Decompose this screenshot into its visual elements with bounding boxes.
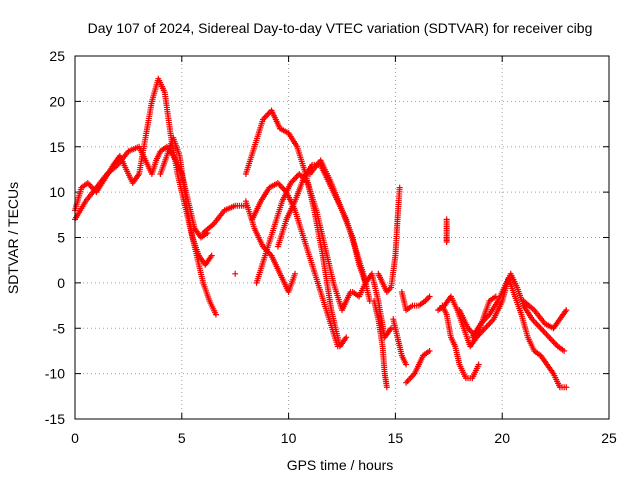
y-tick-label: -10: [45, 366, 65, 382]
data-point: [396, 184, 403, 191]
x-tick-label: 5: [178, 430, 186, 446]
y-tick-label: 0: [57, 275, 65, 291]
data-point: [443, 239, 450, 246]
data-point: [232, 270, 239, 277]
x-axis-label: GPS time / hours: [287, 457, 394, 473]
plot-frame: [74, 55, 610, 420]
x-tick-label: 15: [388, 430, 404, 446]
data-points: [72, 75, 570, 391]
data-point: [383, 384, 390, 391]
x-tick-label: 20: [494, 430, 510, 446]
y-tick-label: -15: [45, 411, 65, 427]
data-point: [426, 347, 433, 354]
data-point: [334, 343, 341, 350]
data-point: [388, 325, 395, 332]
x-tick-label: 0: [71, 430, 79, 446]
x-tick-labels: 0 5 10 15 20 25: [71, 430, 617, 446]
data-point: [403, 361, 410, 368]
data-point: [475, 361, 482, 368]
data-point: [492, 293, 499, 300]
y-axis-label: SDTVAR / TECUs: [5, 182, 21, 294]
data-point: [561, 347, 568, 354]
y-tick-label: -5: [53, 320, 66, 336]
y-tick-label: 15: [49, 139, 65, 155]
data-point: [208, 252, 215, 259]
x-tick-label: 25: [601, 430, 617, 446]
chart-title: Day 107 of 2024, Sidereal Day-to-day VTE…: [88, 20, 593, 36]
y-tick-label: 10: [49, 184, 65, 200]
y-tick-label: 25: [49, 48, 65, 64]
data-point: [212, 311, 219, 318]
data-point: [343, 334, 350, 341]
data-point: [426, 293, 433, 300]
data-point: [563, 384, 570, 391]
data-point: [292, 270, 299, 277]
y-tick-label: 5: [57, 230, 65, 246]
y-tick-labels: -15 -10 -5 0 5 10 15 20 25: [45, 48, 65, 427]
x-tick-label: 10: [281, 430, 297, 446]
data-point: [563, 307, 570, 314]
y-tick-label: 20: [49, 93, 65, 109]
